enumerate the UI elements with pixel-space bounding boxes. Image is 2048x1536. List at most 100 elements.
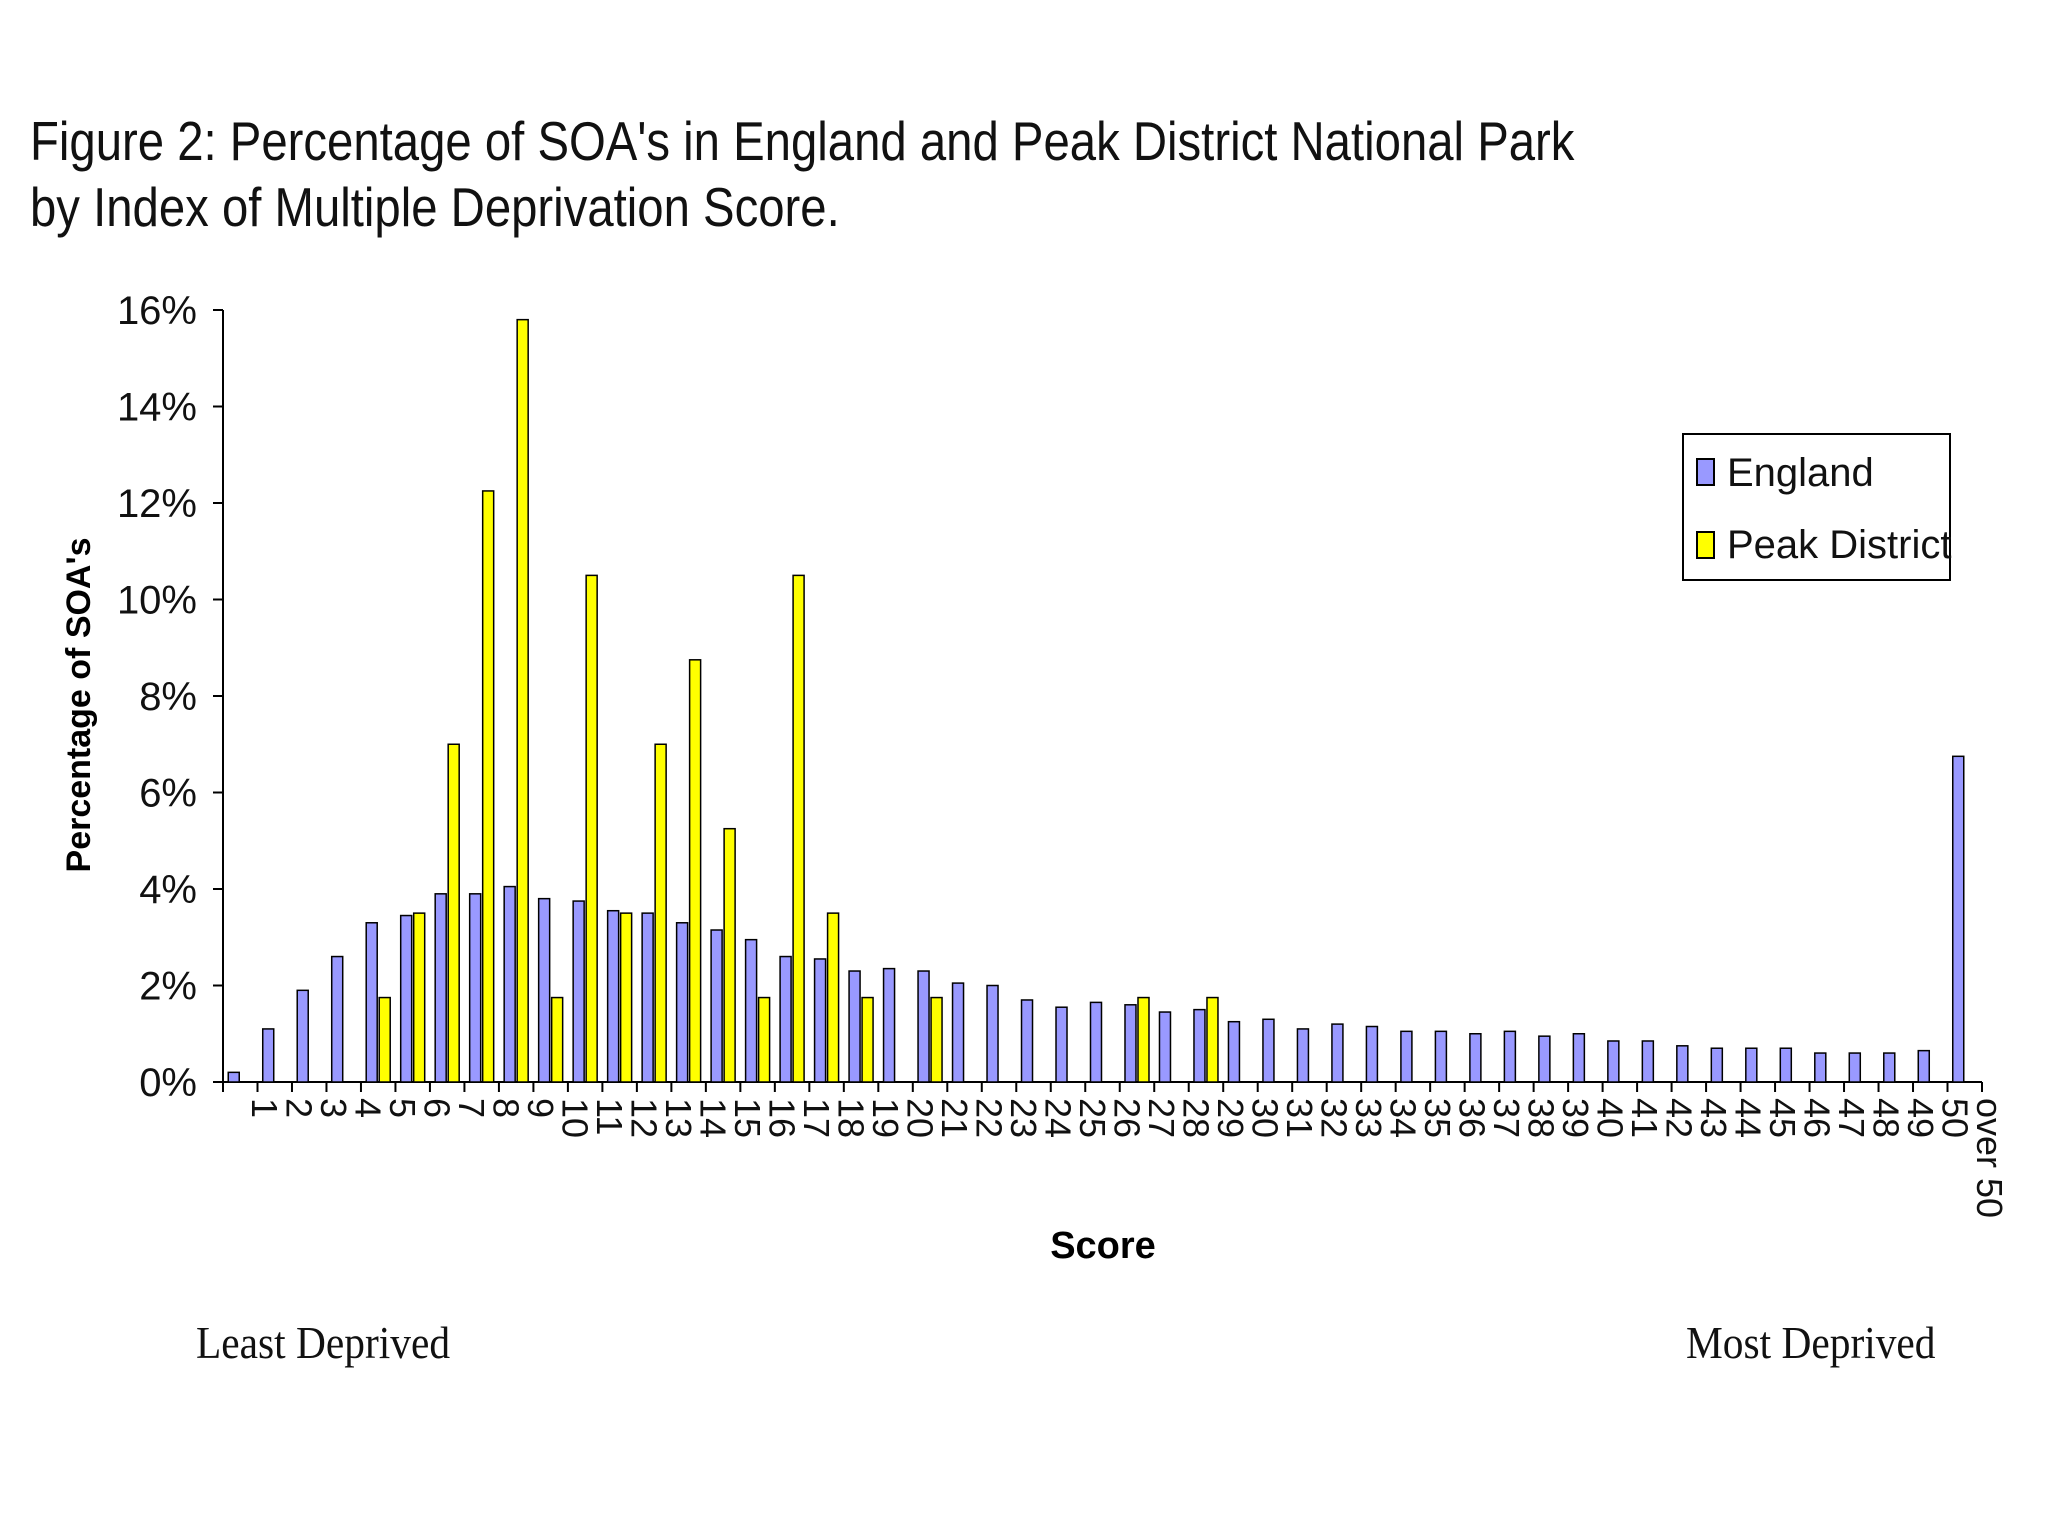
y-tick-label: 2%: [139, 965, 197, 1009]
x-tick-label: 33: [1348, 1098, 1389, 1138]
x-tick-label: 41: [1624, 1098, 1665, 1138]
bar-peak-district: [1137, 996, 1150, 1083]
bar-england: [1883, 1052, 1896, 1083]
bar-england: [399, 914, 413, 1083]
bar-england: [1469, 1033, 1482, 1083]
y-tick-label: 14%: [117, 386, 197, 430]
bar-england: [1676, 1045, 1689, 1083]
x-tick-label: 48: [1865, 1098, 1906, 1138]
bar-peak-district: [757, 996, 771, 1083]
bar-england: [1503, 1030, 1517, 1083]
x-tick-label: 4: [348, 1098, 389, 1118]
x-tick-label: 23: [1003, 1098, 1044, 1138]
axis-layer: [213, 309, 1983, 1092]
bar-peak-district: [930, 996, 943, 1083]
bar-england: [1641, 1040, 1655, 1083]
x-tick-label: 34: [1382, 1098, 1423, 1138]
x-tick-label: 2: [279, 1098, 320, 1118]
bar-england: [572, 900, 585, 1083]
bar-england: [779, 955, 792, 1083]
x-tick-label: 30: [1244, 1098, 1285, 1138]
bar-england: [1020, 999, 1034, 1083]
x-tick-label: over 50: [1969, 1098, 2010, 1218]
page-title: Figure 2: Percentage of SOA's in England…: [30, 110, 1575, 238]
bar-peak-district: [378, 996, 391, 1083]
x-axis-label: Score: [1050, 1225, 1156, 1267]
bar-england: [951, 982, 965, 1083]
least-deprived-label: Least Deprived: [196, 1317, 451, 1368]
x-tick-label: 40: [1589, 1098, 1630, 1138]
y-tick-label: 4%: [139, 868, 197, 912]
x-tick-label: 5: [382, 1098, 423, 1118]
x-tick-label: 12: [624, 1098, 665, 1138]
x-tick-label: 14: [693, 1098, 734, 1138]
bar-england: [1262, 1018, 1275, 1083]
bar-england: [468, 893, 482, 1083]
legend-label-peak-district: Peak District: [1727, 523, 1952, 567]
bar-peak-district: [723, 827, 736, 1083]
bar-england: [1710, 1047, 1724, 1083]
y-tick-label: 16%: [117, 289, 197, 333]
x-tick-label: 49: [1900, 1098, 1941, 1138]
x-tick-label: 20: [900, 1098, 941, 1138]
bar-england: [1089, 1001, 1103, 1083]
bar-england: [1193, 1008, 1206, 1083]
x-tick-label: 32: [1313, 1098, 1354, 1138]
x-tick-label: 24: [1038, 1098, 1079, 1138]
bar-england: [675, 922, 689, 1083]
bar-peak-district: [792, 574, 805, 1083]
x-tick-label: 28: [1175, 1098, 1216, 1138]
x-tick-label: 8: [486, 1098, 527, 1118]
x-tick-label: 27: [1141, 1098, 1182, 1138]
bar-england: [434, 893, 447, 1083]
x-tick-label: 46: [1796, 1098, 1837, 1138]
x-tick-label: 19: [865, 1098, 906, 1138]
bar-england: [606, 909, 620, 1083]
bar-peak-district: [619, 912, 633, 1083]
bar-peak-district: [826, 912, 840, 1083]
legend-box: [1682, 433, 1951, 581]
bar-england: [986, 984, 999, 1083]
bar-peak-district: [688, 659, 702, 1083]
x-tick-label: 13: [658, 1098, 699, 1138]
bar-peak-district: [1206, 996, 1219, 1083]
y-axis-label: Percentage of SOA's: [60, 538, 98, 873]
bar-england: [537, 897, 551, 1083]
x-tick-label: 18: [831, 1098, 872, 1138]
bar-england: [330, 955, 344, 1083]
bar-england: [1124, 1004, 1137, 1083]
bar-england: [744, 938, 758, 1083]
bar-england: [917, 970, 930, 1083]
bar-england: [261, 1028, 275, 1083]
bar-england: [1158, 1011, 1172, 1083]
legend-label-england: England: [1727, 451, 1874, 495]
y-tick-label: 6%: [139, 772, 197, 816]
x-tick-label: 39: [1555, 1098, 1596, 1138]
bars-layer: [227, 318, 1965, 1083]
bar-england: [641, 912, 654, 1083]
bar-england: [1055, 1006, 1068, 1083]
bar-peak-district: [447, 743, 460, 1083]
x-tick-label: 26: [1107, 1098, 1148, 1138]
x-tick-label: 36: [1451, 1098, 1492, 1138]
bar-peak-district: [585, 574, 598, 1083]
bar-england: [1227, 1020, 1241, 1083]
x-tick-label: 45: [1762, 1098, 1803, 1138]
x-tick-label: 17: [796, 1098, 837, 1138]
bar-peak-district: [861, 996, 874, 1083]
bar-peak-district: [654, 743, 667, 1083]
bar-england: [1848, 1052, 1862, 1083]
bar-england: [882, 967, 896, 1083]
bar-england: [1365, 1025, 1379, 1083]
x-tick-label: 9: [520, 1098, 561, 1118]
x-tick-label: 22: [969, 1098, 1010, 1138]
x-tick-label: 50: [1934, 1098, 1975, 1138]
bar-peak-district: [481, 490, 495, 1083]
x-tick-label: 3: [313, 1098, 354, 1118]
bar-england: [296, 989, 309, 1083]
bar-england: [710, 929, 723, 1083]
legend: England Peak District: [1682, 433, 1952, 581]
bar-england: [1745, 1047, 1758, 1083]
y-tick-label: 10%: [117, 579, 197, 623]
